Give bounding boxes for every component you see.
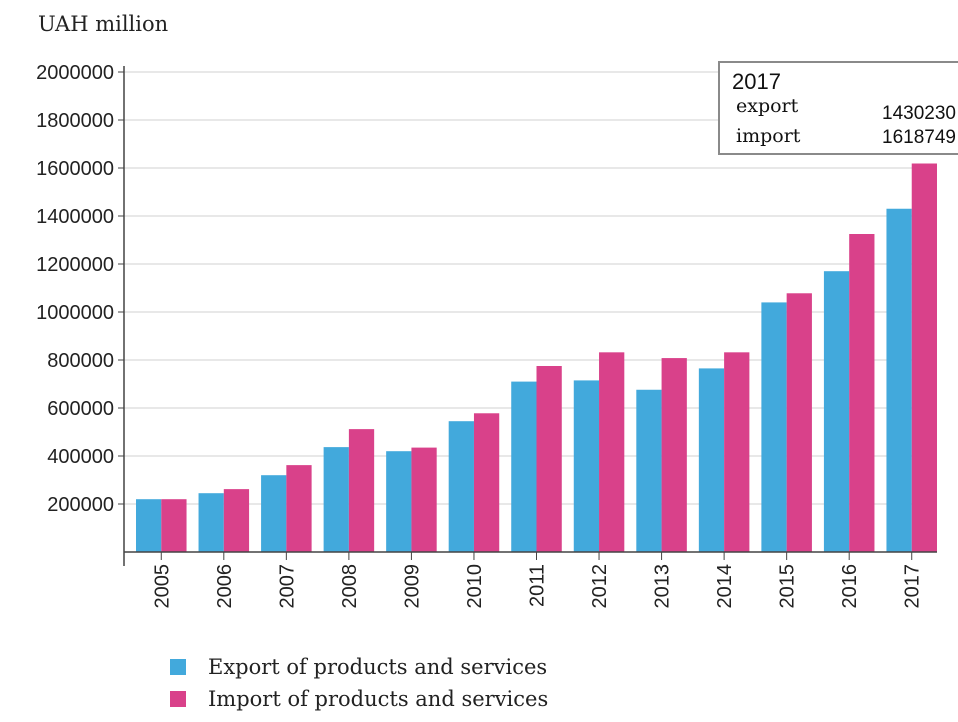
- bar-import-2006: [223, 489, 250, 552]
- bar-import-2010: [473, 413, 500, 552]
- bar-export-2009: [386, 451, 412, 552]
- bar-export-2013: [636, 389, 662, 552]
- y-tick-label: 400000: [47, 446, 114, 468]
- tooltip-import-label: import: [736, 125, 801, 147]
- x-tick-label: 2006: [214, 564, 236, 609]
- x-tick-label: 2011: [527, 564, 549, 607]
- bar-import-2015: [786, 293, 812, 552]
- bar-export-2006: [198, 493, 224, 552]
- tooltip-export-value: 1430230: [882, 103, 956, 124]
- bar-export-2014: [698, 368, 725, 552]
- bar-import-2005: [161, 499, 187, 552]
- y-tick-label: 2000000: [36, 62, 114, 84]
- x-tick-label: 2005: [151, 564, 173, 609]
- x-tick-label: 2015: [777, 564, 799, 609]
- y-tick-label: 1200000: [36, 254, 114, 276]
- x-tick-label: 2013: [652, 564, 674, 609]
- legend-label-export: Export of products and services: [208, 655, 548, 679]
- tooltip-import-value: 1618749: [882, 127, 956, 148]
- y-tick-label: 600000: [47, 398, 114, 420]
- bar-import-2007: [286, 465, 312, 552]
- bar-export-2010: [448, 421, 474, 552]
- x-tick-label: 2010: [464, 564, 486, 609]
- bar-import-2014: [724, 352, 750, 552]
- y-tick-labels: 200000 400000 600000 800000 1000000 1200000 14…: [36, 62, 114, 516]
- legend: Export of products and services Import o…: [168, 654, 548, 718]
- tooltip-export-label: export: [736, 95, 799, 117]
- bar-export-2016: [823, 271, 850, 552]
- legend-label-import: Import of products and services: [208, 687, 549, 711]
- y-tick-label: 200000: [47, 494, 114, 516]
- x-tick-labels: 2005 2006 2007 2008 2009 2010 2011 2012 2013 2014…: [151, 564, 923, 609]
- bar-export-2015: [761, 302, 787, 552]
- x-tick-label: 2008: [339, 564, 361, 609]
- bars: [136, 163, 937, 552]
- x-tick-label: 2016: [839, 564, 861, 609]
- x-tick-label: 2014: [714, 564, 736, 609]
- legend-swatch-import: [170, 691, 186, 707]
- legend-item-import[interactable]: Import of products and services: [168, 686, 548, 718]
- bar-export-2008: [323, 447, 349, 552]
- x-tick-label: 2017: [902, 564, 924, 609]
- tooltip: 2017 export 1430230 import 1618749: [718, 61, 958, 155]
- x-tick-label: 2009: [401, 564, 423, 609]
- tooltip-year: 2017: [732, 69, 781, 94]
- y-tick-label: 1600000: [36, 158, 114, 180]
- bar-export-2005: [136, 499, 162, 552]
- legend-item-export[interactable]: Export of products and services: [168, 654, 548, 686]
- bar-export-2017: [886, 208, 912, 552]
- bar-export-2011: [511, 381, 537, 552]
- bar-import-2012: [599, 352, 625, 552]
- y-tick-label: 800000: [47, 350, 114, 372]
- y-axis-unit-label: UAH million: [38, 12, 169, 36]
- x-tick-label: 2012: [589, 564, 611, 609]
- bar-import-2008: [348, 429, 375, 552]
- y-tick-label: 1400000: [36, 206, 114, 228]
- bar-import-2013: [661, 358, 687, 552]
- bar-export-2007: [261, 475, 287, 552]
- axes: [118, 66, 937, 566]
- y-tick-label: 1000000: [36, 302, 114, 324]
- bar-import-2011: [536, 366, 562, 552]
- bar-import-2017: [911, 163, 937, 552]
- bar-export-2012: [573, 380, 600, 552]
- bar-import-2016: [849, 234, 875, 552]
- legend-swatch-export: [170, 659, 186, 675]
- x-tick-label: 2007: [276, 564, 298, 609]
- bar-import-2009: [411, 447, 437, 552]
- y-tick-label: 1800000: [36, 110, 114, 132]
